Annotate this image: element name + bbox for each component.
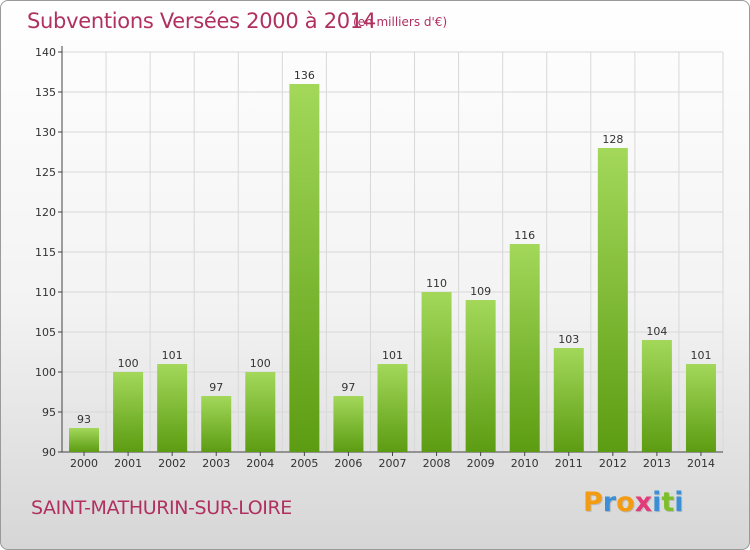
data-label: 97 — [341, 381, 355, 394]
x-tick-label: 2009 — [467, 457, 495, 470]
data-label: 100 — [250, 357, 271, 370]
bar — [509, 244, 540, 452]
bar — [289, 84, 320, 452]
bar — [201, 396, 232, 452]
y-tick-label: 110 — [35, 286, 56, 299]
x-tick-label: 2012 — [599, 457, 627, 470]
data-label: 101 — [690, 349, 711, 362]
logo-letter: r — [602, 487, 617, 518]
bar — [377, 364, 408, 452]
x-tick-label: 2006 — [334, 457, 362, 470]
logo-letter: o — [616, 487, 635, 518]
x-tick-label: 2002 — [158, 457, 186, 470]
x-tick-label: 2001 — [114, 457, 142, 470]
y-tick-label: 140 — [35, 46, 56, 59]
data-label: 100 — [118, 357, 139, 370]
proxiti-logo[interactable]: Proxiti — [583, 487, 684, 518]
x-tick-label: 2007 — [379, 457, 407, 470]
y-tick-label: 130 — [35, 126, 56, 139]
bar — [421, 292, 452, 452]
data-label: 104 — [646, 325, 667, 338]
bar — [685, 364, 716, 452]
y-tick-label: 105 — [35, 326, 56, 339]
y-tick-label: 120 — [35, 206, 56, 219]
bar — [465, 300, 496, 452]
bar — [69, 428, 100, 452]
y-tick-label: 90 — [42, 446, 56, 459]
x-tick-label: 2000 — [70, 457, 98, 470]
labels: 90 95 100 105 110 115 120 125 130 135 140 93 2000 100… — [35, 46, 715, 470]
data-label: 103 — [558, 333, 579, 346]
data-label: 128 — [602, 133, 623, 146]
data-label: 97 — [209, 381, 223, 394]
logo-letter: i — [674, 487, 684, 518]
chart-title: Subventions Versées 2000 à 2014 — [27, 9, 376, 33]
y-tick-label: 115 — [35, 246, 56, 259]
x-tick-label: 2011 — [555, 457, 583, 470]
place-name: SAINT-MATHURIN-SUR-LOIRE — [31, 497, 292, 519]
data-label: 101 — [162, 349, 183, 362]
bar — [245, 372, 276, 452]
data-label: 93 — [77, 413, 91, 426]
data-label: 110 — [426, 277, 447, 290]
logo-letter: t — [661, 487, 675, 518]
x-tick-label: 2003 — [202, 457, 230, 470]
y-tick-label: 100 — [35, 366, 56, 379]
logo-letter: P — [583, 487, 603, 518]
bars — [69, 84, 716, 452]
x-tick-label: 2004 — [246, 457, 274, 470]
bar — [597, 148, 628, 452]
logo-letter: x — [634, 487, 653, 518]
x-tick-label: 2008 — [423, 457, 451, 470]
data-label: 116 — [514, 229, 535, 242]
y-tick-label: 125 — [35, 166, 56, 179]
data-label: 101 — [382, 349, 403, 362]
bar — [553, 348, 584, 452]
y-tick-label: 95 — [42, 406, 56, 419]
x-tick-label: 2014 — [687, 457, 715, 470]
x-tick-label: 2013 — [643, 457, 671, 470]
bar — [333, 396, 364, 452]
bar — [113, 372, 144, 452]
bar — [641, 340, 672, 452]
data-label: 136 — [294, 69, 315, 82]
data-label: 109 — [470, 285, 491, 298]
y-tick-label: 135 — [35, 86, 56, 99]
x-tick-label: 2005 — [290, 457, 318, 470]
bar — [157, 364, 188, 452]
logo-letter: i — [652, 487, 662, 518]
chart-subtitle: (en milliers d'€) — [353, 15, 448, 29]
x-tick-label: 2010 — [511, 457, 539, 470]
